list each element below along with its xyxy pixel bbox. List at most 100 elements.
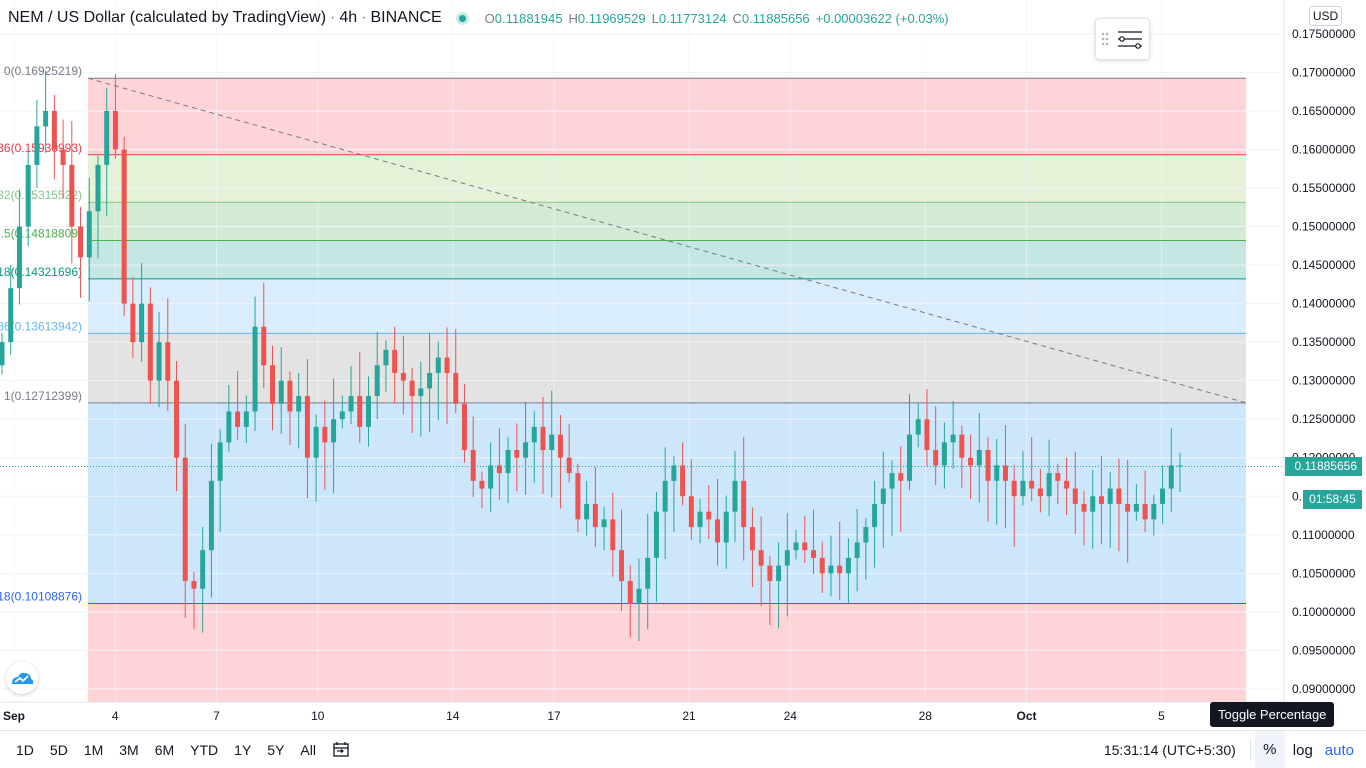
candle-body bbox=[802, 542, 808, 551]
candle-body bbox=[339, 411, 345, 420]
candle-body bbox=[322, 426, 328, 443]
candle-body bbox=[601, 519, 607, 528]
candle-body bbox=[1055, 473, 1061, 481]
price-tick-label: 0.17000000 bbox=[1292, 65, 1356, 79]
candle-body bbox=[16, 226, 22, 289]
candle-body bbox=[435, 357, 441, 373]
candle-body bbox=[767, 565, 773, 582]
candle-body bbox=[549, 434, 555, 451]
candle-body bbox=[86, 211, 92, 258]
fib-level-label: 0(0.16925219) bbox=[4, 64, 82, 78]
candle-body bbox=[0, 342, 5, 366]
candle-body bbox=[165, 342, 171, 381]
time-tick-label: 7 bbox=[213, 709, 220, 723]
bottom-toolbar: 1D 5D 1M 3M 6M YTD 1Y 5Y All 15:31:14 (U… bbox=[0, 730, 1366, 768]
candle-body bbox=[636, 588, 642, 605]
candle-body bbox=[1142, 503, 1148, 520]
price-chart[interactable]: 0(0.16925219) 0.236(0.15930993) 0.382(0.15… bbox=[0, 0, 1366, 730]
candle-body bbox=[1090, 496, 1096, 512]
fib-zone bbox=[88, 603, 1246, 702]
candle-body bbox=[653, 511, 659, 558]
currency-button[interactable]: USD bbox=[1309, 6, 1342, 26]
candle-body bbox=[69, 164, 75, 227]
candle-body bbox=[610, 519, 616, 551]
range-all[interactable]: All bbox=[300, 742, 316, 758]
range-5d[interactable]: 5D bbox=[49, 742, 68, 758]
candle-body bbox=[270, 365, 276, 404]
candle-body bbox=[514, 450, 520, 458]
candle-body bbox=[697, 511, 703, 528]
candle-body bbox=[25, 164, 31, 227]
time-tick-label: 14 bbox=[446, 709, 460, 723]
candle-body bbox=[1098, 496, 1104, 504]
fib-zone bbox=[88, 240, 1246, 279]
price-tick-label: 0.11000000 bbox=[1292, 528, 1355, 542]
candle-body bbox=[374, 365, 380, 397]
candle-body bbox=[34, 126, 40, 165]
candle-body bbox=[357, 396, 363, 427]
range-5y[interactable]: 5Y bbox=[267, 742, 285, 758]
price-tick-label: 0.17500000 bbox=[1292, 27, 1356, 41]
candle-body bbox=[566, 457, 572, 474]
price-tick-label: 0.09500000 bbox=[1292, 643, 1356, 657]
candle-body bbox=[1177, 465, 1183, 467]
candle-body bbox=[461, 403, 467, 451]
price-tick-label: 0.09000000 bbox=[1292, 682, 1356, 696]
candle-body bbox=[924, 419, 930, 451]
drag-handle-icon bbox=[1101, 31, 1142, 49]
range-3m[interactable]: 3M bbox=[119, 742, 139, 758]
candle-body bbox=[828, 565, 834, 574]
candle-body bbox=[985, 450, 991, 481]
candle-body bbox=[51, 110, 57, 150]
percent-scale-button[interactable]: % bbox=[1254, 731, 1285, 768]
range-1m[interactable]: 1M bbox=[83, 742, 104, 758]
candle-body bbox=[776, 565, 782, 582]
candle-body bbox=[200, 550, 206, 589]
candle-body bbox=[1072, 488, 1078, 504]
log-scale-button[interactable]: log bbox=[1292, 741, 1313, 759]
fib-level-label: 1.618(0.10108876) bbox=[0, 589, 82, 603]
candle-body bbox=[557, 434, 563, 458]
time-tick-label: 5 bbox=[1158, 709, 1165, 723]
open-value: 0.11881945 bbox=[494, 10, 563, 26]
legend-separator: · bbox=[330, 9, 336, 26]
market-status-icon[interactable] bbox=[455, 11, 469, 25]
candle-body bbox=[959, 434, 965, 458]
time-clock[interactable]: 15:31:14 (UTC+5:30) bbox=[1103, 742, 1236, 758]
go-to-date-icon[interactable] bbox=[332, 741, 350, 759]
time-axis-bg bbox=[0, 702, 1284, 730]
candle-body bbox=[688, 496, 694, 528]
range-1y[interactable]: 1Y bbox=[234, 742, 252, 758]
candle-body bbox=[976, 450, 982, 466]
last-price-label: 0.11885656 bbox=[1285, 457, 1362, 477]
candle-body bbox=[261, 326, 267, 366]
candle-body bbox=[392, 349, 398, 373]
candle-body bbox=[741, 480, 747, 528]
price-tick-label: 0.15000000 bbox=[1292, 220, 1356, 234]
candle-body bbox=[488, 465, 494, 489]
candle-body bbox=[994, 465, 1000, 481]
price-tick-label: 0.16500000 bbox=[1292, 104, 1356, 118]
symbol-name[interactable]: NEM / US Dollar (calculated by TradingVi… bbox=[8, 9, 327, 26]
range-ytd[interactable]: YTD bbox=[190, 742, 219, 758]
candle-body bbox=[1011, 480, 1017, 497]
range-1d[interactable]: 1D bbox=[16, 742, 34, 758]
candle-body bbox=[1046, 473, 1052, 497]
candle-body bbox=[1168, 465, 1174, 489]
candle-body bbox=[191, 581, 197, 589]
fib-level-label: 0.786(0.13613942) bbox=[0, 319, 82, 333]
candle-body bbox=[1037, 488, 1043, 497]
interval-label[interactable]: 4h bbox=[339, 9, 358, 26]
candle-body bbox=[1160, 488, 1166, 504]
candle-body bbox=[252, 326, 258, 412]
tradingview-logo-icon[interactable] bbox=[6, 662, 38, 694]
candle-body bbox=[235, 411, 241, 427]
chart-settings-button[interactable] bbox=[1095, 18, 1150, 60]
range-6m[interactable]: 6M bbox=[154, 742, 175, 758]
price-tick-label: 0.10500000 bbox=[1292, 566, 1356, 580]
high-label: H bbox=[568, 10, 578, 26]
auto-scale-button[interactable]: auto bbox=[1324, 741, 1354, 759]
fib-zone bbox=[88, 154, 1246, 203]
candle-body bbox=[723, 511, 729, 543]
